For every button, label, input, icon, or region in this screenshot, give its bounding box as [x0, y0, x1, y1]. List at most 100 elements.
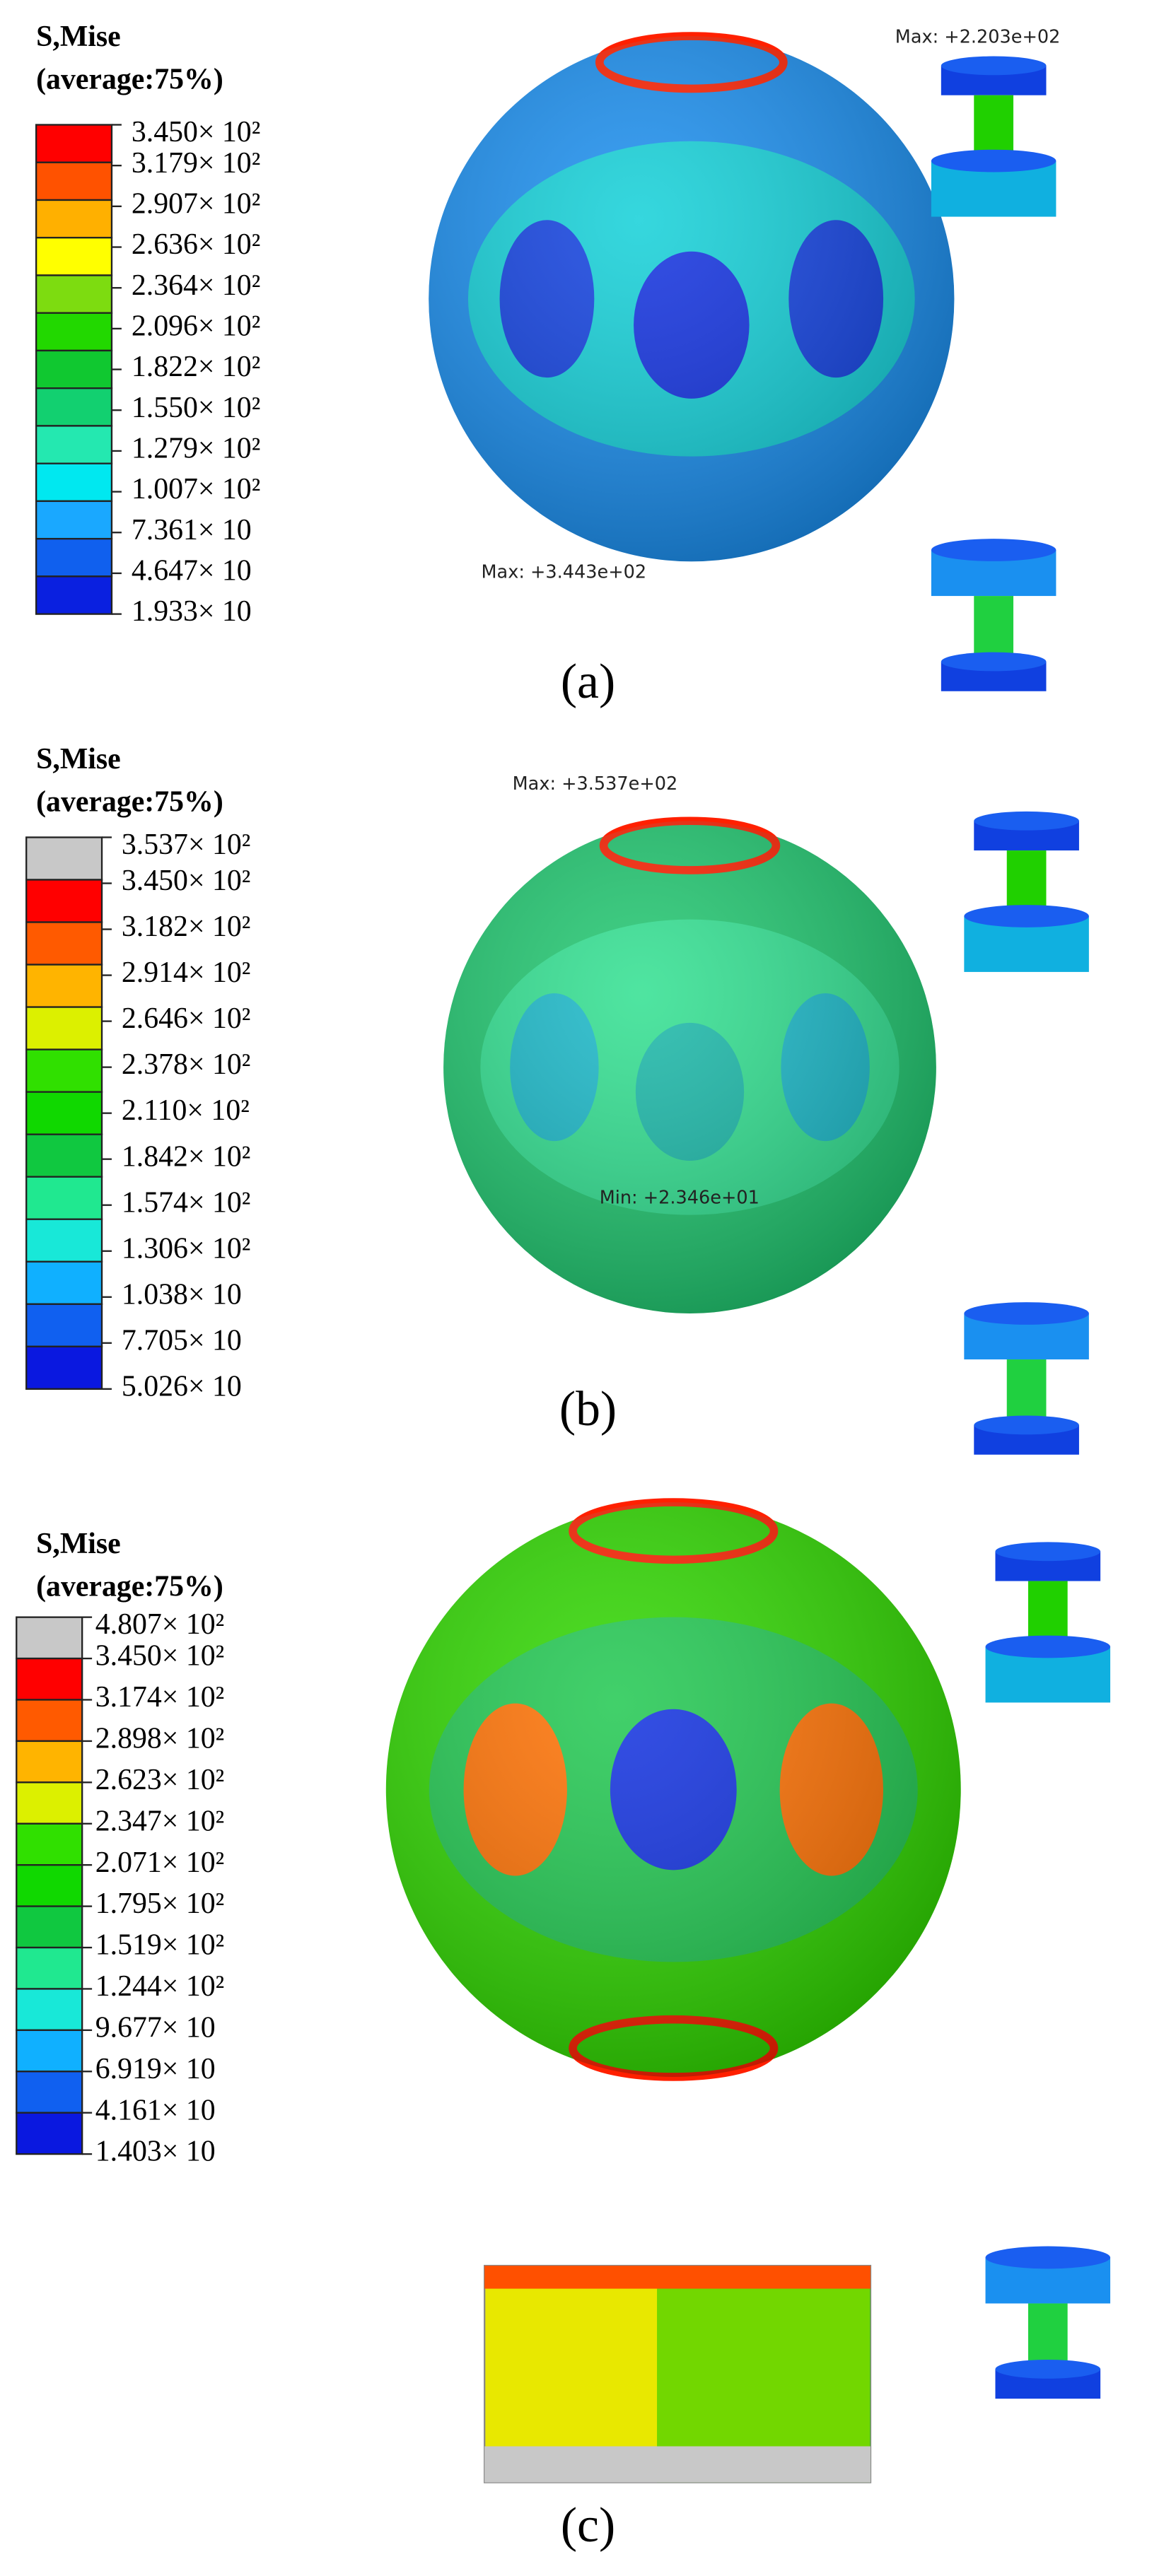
- legend-label: 2.646× 10²: [122, 1002, 250, 1035]
- legend-swatch: [25, 1218, 103, 1263]
- part-disk-top: [941, 56, 1047, 76]
- part-stem: [1006, 1359, 1047, 1425]
- legend-label: 1.550× 10²: [132, 392, 260, 424]
- legend-swatch: [25, 964, 103, 1008]
- legend-title: S,Mise: [36, 743, 121, 775]
- legend-title: S,Mise: [36, 1528, 121, 1560]
- legend-label: 3.174× 10²: [95, 1681, 224, 1714]
- legend-swatch: [35, 425, 113, 464]
- part-disk-top: [941, 652, 1047, 672]
- legend-swatch: [35, 349, 113, 390]
- part-disk-top: [995, 2359, 1101, 2379]
- legend-swatch: [16, 1864, 83, 1907]
- legend-swatch: [35, 124, 113, 163]
- legend-label: 6.919× 10: [95, 2053, 216, 2085]
- legend-swatch: [16, 1616, 83, 1660]
- legend-swatch: [35, 274, 113, 314]
- legend-swatch: [25, 1345, 103, 1390]
- legend-swatch: [16, 1905, 83, 1949]
- legend-swatch: [35, 237, 113, 276]
- legend-swatch: [25, 836, 103, 881]
- legend-label: 9.677× 10: [95, 2011, 216, 2044]
- legend-label: 1.574× 10²: [122, 1186, 250, 1219]
- legend-swatch: [16, 1988, 83, 2032]
- legend-label: 2.364× 10²: [132, 269, 260, 302]
- part-disk-top: [985, 2246, 1111, 2269]
- legend-label: 5.026× 10: [122, 1370, 242, 1403]
- legend-swatch: [35, 312, 113, 352]
- legend-swatch: [16, 1699, 83, 1743]
- part-disk-top: [964, 1302, 1089, 1325]
- legend-swatch: [25, 879, 103, 923]
- legend-label: 2.071× 10²: [95, 1846, 224, 1879]
- legend-label: 2.898× 10²: [95, 1723, 224, 1755]
- annotation: Max: +3.443e+02: [482, 562, 647, 583]
- legend-title: (average:75%): [36, 1570, 223, 1603]
- caption: (b): [559, 1382, 617, 1436]
- part-stem: [974, 596, 1014, 662]
- part-disk-top: [985, 1635, 1111, 1658]
- legend-swatch: [16, 1946, 83, 1990]
- legend-label: 2.914× 10²: [122, 956, 250, 989]
- annotation: Max: +2.203e+02: [895, 26, 1061, 47]
- legend-label: 1.306× 10²: [122, 1232, 250, 1265]
- part-disk-top: [931, 539, 1056, 561]
- legend-swatch: [35, 500, 113, 540]
- legend-swatch: [25, 921, 103, 966]
- legend-swatch: [25, 1303, 103, 1347]
- legend-label: 1.244× 10²: [95, 1970, 224, 2003]
- part-disk-top: [995, 1542, 1101, 1562]
- legend-label: 2.907× 10²: [132, 187, 260, 220]
- sphere-shade: [385, 1502, 961, 2077]
- legend-label: 4.807× 10²: [95, 1608, 224, 1641]
- part-disk-top: [974, 1415, 1079, 1435]
- legend-label: 4.647× 10: [132, 555, 252, 587]
- legend-label: 1.007× 10²: [132, 473, 260, 505]
- legend-swatch: [25, 1260, 103, 1305]
- legend-label: 2.623× 10²: [95, 1764, 224, 1796]
- part-disk-top: [974, 811, 1079, 831]
- legend-swatch: [25, 1176, 103, 1220]
- block-top: [484, 2266, 871, 2289]
- legend-swatch: [25, 1133, 103, 1178]
- legend-swatch: [35, 161, 113, 201]
- sphere-shade: [429, 36, 955, 562]
- legend-label: 4.161× 10: [95, 2094, 216, 2126]
- legend-swatch: [35, 199, 113, 239]
- legend-swatch: [35, 537, 113, 578]
- part-stem: [1027, 2303, 1068, 2370]
- legend-title: (average:75%): [36, 63, 223, 95]
- part-disk-top: [964, 905, 1089, 927]
- legend-label: 3.450× 10²: [122, 865, 250, 897]
- legend-label: 3.450× 10²: [95, 1640, 224, 1673]
- legend-swatch: [25, 1091, 103, 1135]
- legend-label: 2.096× 10²: [132, 310, 260, 342]
- legend-label: 2.636× 10²: [132, 228, 260, 261]
- part-disk-top: [931, 149, 1056, 172]
- legend-swatch: [16, 2112, 83, 2155]
- annotation: Max: +3.537e+02: [513, 773, 678, 795]
- legend-label: 3.537× 10²: [122, 829, 250, 861]
- legend-label: 7.705× 10: [122, 1324, 242, 1357]
- legend-label: 2.110× 10²: [122, 1094, 250, 1127]
- annotation: Min: +2.346e+01: [600, 1187, 759, 1208]
- legend-label: 1.279× 10²: [132, 433, 260, 465]
- legend-swatch: [25, 1048, 103, 1093]
- legend-label: 2.347× 10²: [95, 1805, 224, 1837]
- legend-label: 3.450× 10²: [132, 116, 260, 148]
- legend-title: (average:75%): [36, 785, 223, 818]
- legend-label: 1.403× 10: [95, 2136, 216, 2168]
- legend-swatch: [16, 1822, 83, 1866]
- caption: (a): [561, 655, 615, 709]
- legend-label: 1.933× 10: [132, 595, 252, 628]
- legend-swatch: [16, 2071, 83, 2114]
- legend-label: 1.822× 10²: [132, 351, 260, 383]
- legend-swatch: [16, 1740, 83, 1784]
- legend-swatch: [25, 1006, 103, 1050]
- block-base: [484, 2446, 871, 2483]
- sphere-shade: [443, 821, 936, 1313]
- legend-swatch: [16, 1657, 83, 1701]
